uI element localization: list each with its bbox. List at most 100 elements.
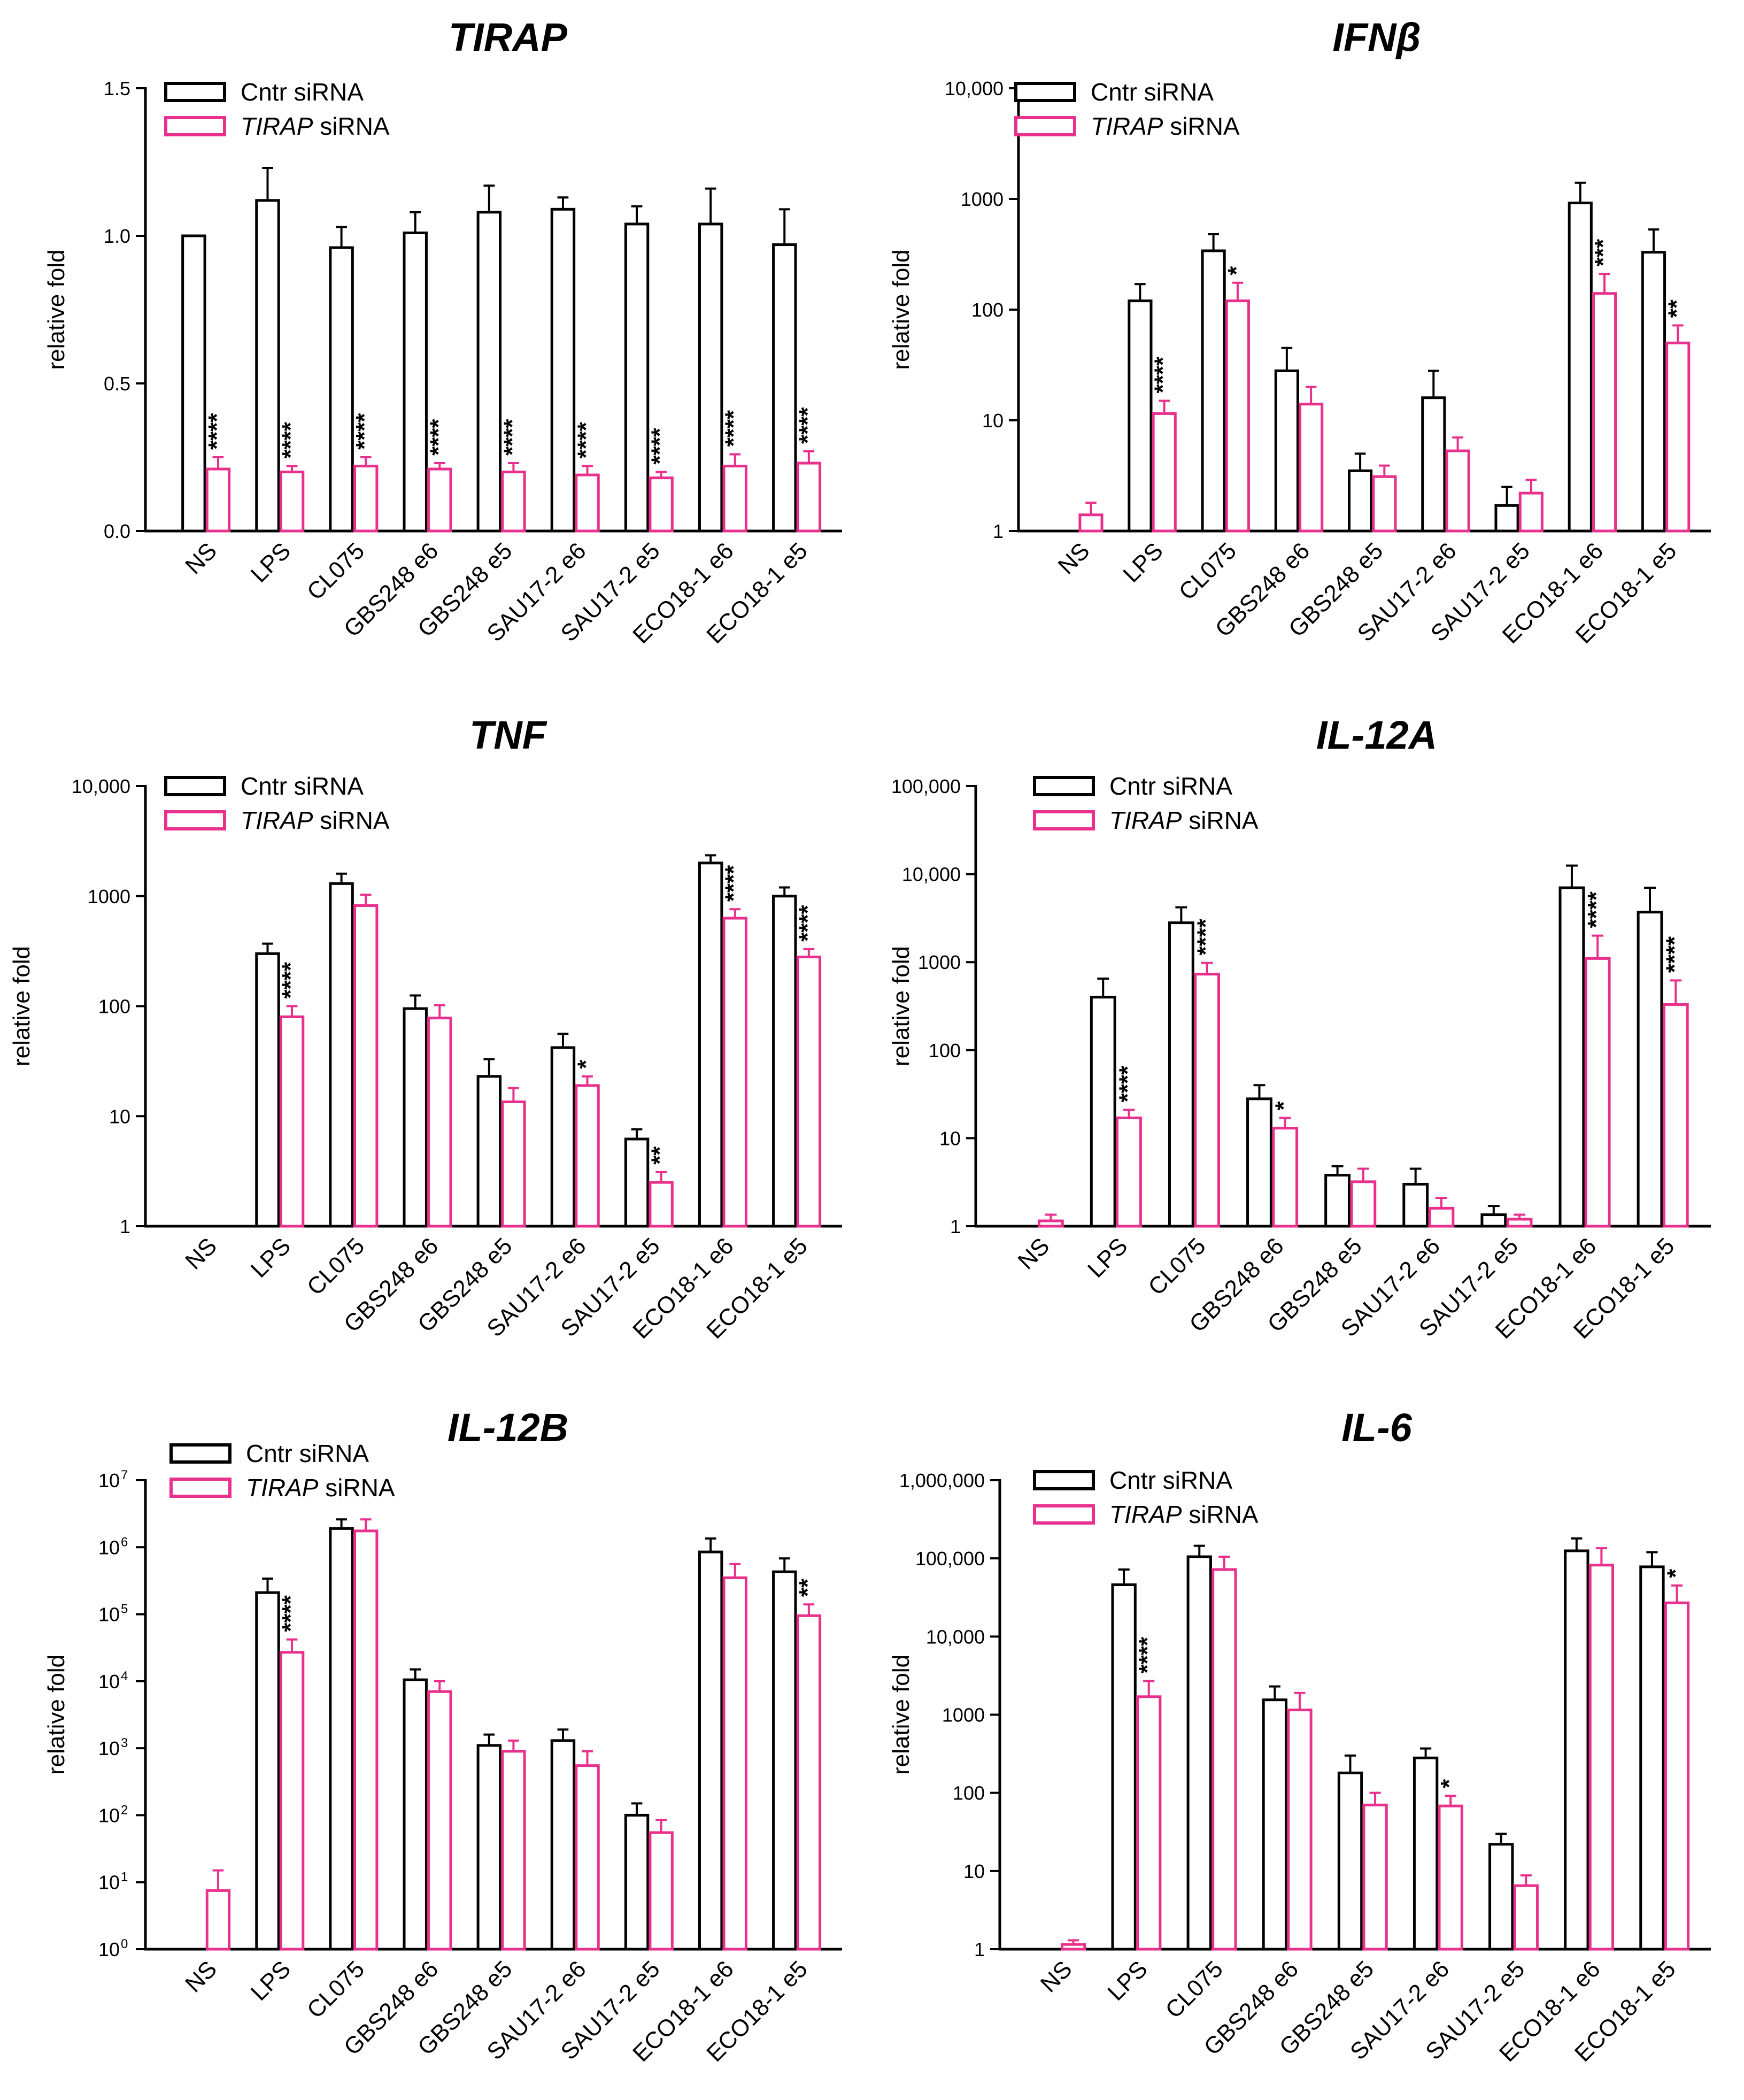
chart2-significance-lps: **** <box>1150 356 1176 393</box>
chart2-legend: Cntr siRNA TIRAP siRNA <box>1014 78 1240 140</box>
chart5-legend-text: siRNA <box>318 1474 395 1502</box>
chart1-bar-cntr-ns <box>181 234 206 533</box>
chart1-x-tick-label-lps: LPS <box>246 537 296 587</box>
chart4-y-tick-label: 1 <box>950 1216 961 1237</box>
chart2-legend-text: Cntr siRNA <box>1091 78 1214 106</box>
chart4-bar-cntr-lps <box>1090 996 1116 1228</box>
chart1-bar-cntr-sau17-2-e5 <box>624 222 650 533</box>
chart1-legend-italic: TIRAP <box>241 112 313 140</box>
chart1-bar-tirap-eco18-1-e6 <box>722 465 747 533</box>
chart4-x-tick-label-ns: NS <box>1013 1233 1055 1274</box>
chart2-legend-italic: TIRAP <box>1091 112 1163 140</box>
chart4-legend-text: siRNA <box>1182 806 1258 834</box>
chart6-y-tick-label: 100 <box>953 1782 985 1804</box>
chart3-legend-text: Cntr siRNA <box>241 772 364 800</box>
chart4-significance-eco18-1-e5: **** <box>1661 936 1687 973</box>
chart1-bar-tirap-gbs248-e6 <box>427 467 452 533</box>
chart1-significance-lps: **** <box>277 421 304 458</box>
chart2-x-tick-label-ns: NS <box>1053 537 1095 579</box>
chart5-y-tick-label: 10 <box>98 1536 120 1558</box>
chart3-bar-tirap-eco18-1-e6 <box>722 917 747 1228</box>
chart2-y-tick-label: 100 <box>971 299 1004 321</box>
chart5-bar-tirap-ns <box>205 1889 231 1951</box>
chart6-y-tick-label: 100,000 <box>915 1548 985 1570</box>
chart4-bar-tirap-sau17-2-e6 <box>1428 1206 1455 1228</box>
chart5-y-tick-label: 10 <box>98 1470 120 1491</box>
chart1-significance-ns: **** <box>204 413 230 450</box>
chart5-y-tick-exponent: 5 <box>121 1602 128 1617</box>
chart2-bar-tirap-sau17-2-e5 <box>1518 491 1544 533</box>
chart4-bar-cntr-cl075 <box>1168 921 1194 1228</box>
chart5-bar-cntr-sau17-2-e5 <box>624 1813 650 1951</box>
chart4-legend-text: Cntr siRNA <box>1109 772 1232 800</box>
chart6-y-tick-label: 10 <box>963 1860 985 1882</box>
chart5-y-tick-exponent: 0 <box>121 1937 128 1951</box>
chart2-y-tick-label: 10,000 <box>945 78 1004 99</box>
chart4-y-tick-label: 1000 <box>918 951 961 973</box>
chart6-bar-tirap-sau17-2-e5 <box>1513 1884 1539 1951</box>
chart6-legend-label-cntr: Cntr siRNA <box>1109 1466 1232 1494</box>
chart3-bar-tirap-eco18-1-e5 <box>796 955 822 1228</box>
chart4-y-tick-label: 10,000 <box>902 864 961 886</box>
chart3-bar-tirap-cl075 <box>353 904 379 1228</box>
chart2-legend-text: siRNA <box>1163 112 1239 140</box>
chart5-legend: Cntr siRNA TIRAP siRNA <box>169 1440 395 1502</box>
chart3-tnf-panel: TNF 1 10 100 1000 10,000 relative fold NS **** LP… <box>9 713 842 1344</box>
chart1-bar-tirap-lps <box>279 471 305 533</box>
chart3-significance-eco18-1-e6: **** <box>721 865 747 902</box>
chart6-significance-sau17-2-e6: * <box>1436 1779 1462 1788</box>
chart5-bar-tirap-lps <box>279 1651 305 1951</box>
chart1-bar-tirap-sau17-2-e5 <box>649 476 674 533</box>
chart2-y-tick-label: 1000 <box>961 188 1004 210</box>
chart2-bar-cntr-eco18-1-e6 <box>1568 201 1593 533</box>
chart5-bar-cntr-gbs248-e5 <box>476 1744 502 1951</box>
chart6-x-tick-label-ns: NS <box>1036 1956 1077 1997</box>
chart5-y-tick-label: 10 <box>98 1872 120 1894</box>
chart1-significance-cl075: **** <box>351 413 377 450</box>
chart5-y-tick-label: 10 <box>98 1939 120 1960</box>
chart5-y-tick-exponent: 6 <box>121 1535 128 1549</box>
chart3-x-tick-label-cl075: CL075 <box>302 1233 369 1300</box>
chart4-significance-eco18-1-e6: **** <box>1583 891 1609 928</box>
chart1-significance-eco18-1-e6: **** <box>721 410 747 447</box>
chart1-bar-tirap-cl075 <box>353 465 379 533</box>
chart4-legend-label-tirap: TIRAP siRNA <box>1109 806 1259 834</box>
chart5-y-tick-exponent: 7 <box>121 1468 128 1482</box>
chart6-bar-tirap-sau17-2-e6 <box>1438 1804 1463 1951</box>
chart3-significance-sau17-2-e5: ** <box>647 1146 673 1165</box>
chart5-bar-tirap-gbs248-e5 <box>501 1750 526 1951</box>
chart3-legend-swatch-cntr <box>164 776 226 796</box>
chart4-bar-cntr-gbs248-e6 <box>1246 1097 1272 1228</box>
chart5-bar-cntr-eco18-1-e6 <box>698 1550 723 1951</box>
chart1-bar-cntr-eco18-1-e5 <box>772 243 797 533</box>
chart2-bar-tirap-ns <box>1078 513 1103 533</box>
chart5-bar-cntr-lps <box>255 1591 280 1951</box>
chart6-bar-cntr-sau17-2-e6 <box>1413 1756 1439 1951</box>
chart2-significance-cl075: * <box>1223 266 1249 275</box>
chart6-il-6-panel: IL-6 1 10 100 1000 10,000 100,000 1,000,000 rela… <box>888 1405 1711 2067</box>
chart4-bar-tirap-cl075 <box>1194 973 1221 1228</box>
chart6-legend-swatch-tirap <box>1033 1504 1095 1525</box>
chart1-bar-tirap-gbs248-e5 <box>501 471 526 533</box>
chart3-legend-label-tirap: TIRAP siRNA <box>241 806 390 834</box>
chart6-bar-cntr-sau17-2-e5 <box>1488 1843 1514 1951</box>
chart4-bar-tirap-eco18-1-e5 <box>1662 1003 1689 1228</box>
chart5-y-tick-label: 10 <box>98 1804 120 1826</box>
chart1-significance-gbs248-e5: **** <box>499 419 525 456</box>
chart4-legend-swatch-cntr <box>1033 776 1095 796</box>
chart1-bar-tirap-ns <box>205 467 231 533</box>
chart5-significance-lps: **** <box>277 1595 304 1632</box>
chart3-bar-cntr-lps <box>255 952 280 1228</box>
chart4-x-tick-label-lps: LPS <box>1083 1233 1132 1282</box>
chart1-tirap-panel: TIRAP 0.0 0.5 1.0 1.5 relative fold **** NS ****… <box>43 15 842 649</box>
chart1-bar-cntr-gbs248-e5 <box>476 211 502 533</box>
chart6-x-tick-label-lps: LPS <box>1102 1956 1152 2005</box>
chart1-y-tick-label: 1.5 <box>104 78 130 99</box>
chart4-title: IL-12A <box>1316 713 1437 757</box>
chart2-legend-label-tirap: TIRAP siRNA <box>1091 112 1240 140</box>
chart4-y-tick-label: 100 <box>929 1040 961 1061</box>
chart6-bar-cntr-cl075 <box>1186 1555 1212 1951</box>
chart4-bar-cntr-gbs248-e5 <box>1324 1174 1351 1228</box>
